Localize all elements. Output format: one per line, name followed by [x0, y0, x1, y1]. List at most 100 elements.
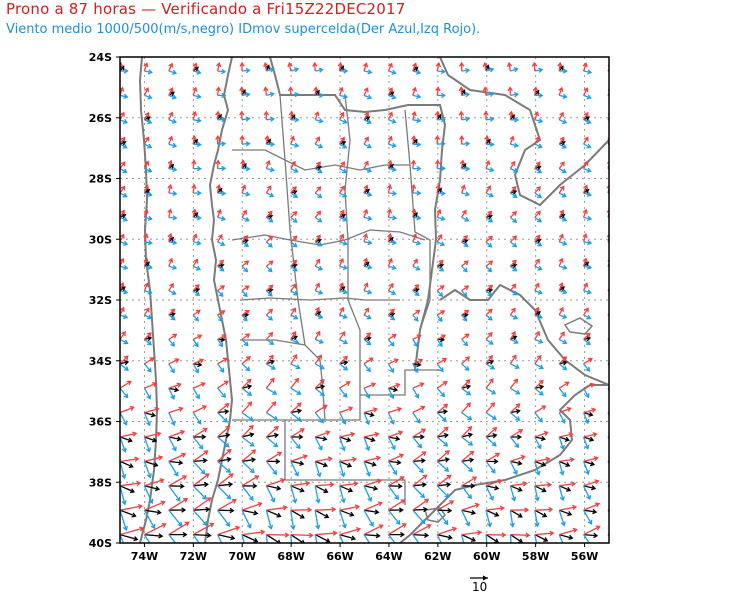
right-mover-vector	[583, 363, 590, 372]
right-mover-vector	[437, 216, 445, 220]
right-mover-vector	[241, 412, 254, 421]
mean-wind-vector	[485, 534, 499, 543]
left-mover-vector	[143, 258, 148, 267]
left-mover-vector-head	[143, 208, 149, 214]
right-mover-vector	[558, 363, 567, 371]
left-mover-vector-head	[387, 159, 393, 165]
right-mover-vector-head	[248, 495, 254, 501]
left-mover-vector-head	[435, 62, 441, 68]
left-mover-vector-head	[235, 525, 241, 531]
right-mover-vector	[485, 167, 494, 171]
right-mover-vector-head	[296, 390, 302, 395]
left-mover-vector	[265, 211, 273, 218]
left-mover-vector	[363, 357, 374, 365]
right-mover-vector-head	[560, 418, 566, 424]
mean-wind-vector-head	[193, 66, 199, 72]
left-mover-vector-head	[482, 61, 488, 67]
right-mover-vector-head	[219, 367, 225, 373]
mean-wind-vector-head	[120, 286, 126, 292]
left-mover-vector-head	[291, 160, 296, 166]
right-mover-vector-head	[343, 68, 349, 74]
left-mover-vector-head	[291, 283, 297, 289]
right-mover-vector	[338, 461, 345, 477]
right-mover-vector-head	[196, 69, 202, 75]
mean-wind-vector-head	[203, 481, 209, 488]
mean-wind-vector-head	[389, 91, 395, 97]
left-mover-vector-head	[339, 233, 345, 239]
mean-wind-vector-head	[566, 486, 572, 492]
left-mover-vector-head	[312, 61, 318, 67]
left-mover-vector-head	[244, 260, 250, 266]
right-mover-vector	[485, 363, 495, 370]
left-mover-vector	[607, 508, 609, 511]
left-mover-vector-head	[467, 425, 473, 431]
left-mover-vector	[534, 283, 540, 291]
right-mover-vector	[290, 68, 299, 72]
left-mover-vector-head	[245, 333, 251, 339]
right-mover-vector-head	[172, 239, 178, 246]
right-mover-vector	[534, 436, 542, 449]
left-mover-vector-head	[178, 406, 184, 412]
right-mover-vector-head	[223, 417, 228, 423]
right-mover-vector	[339, 289, 347, 294]
mean-wind-vector	[290, 485, 304, 492]
left-mover-vector	[363, 112, 369, 121]
left-mover-vector	[339, 112, 345, 121]
left-mover-vector	[583, 408, 596, 414]
right-mover-vector	[314, 265, 323, 271]
left-mover-vector-head	[216, 62, 222, 68]
left-mover-vector-head	[374, 431, 380, 438]
right-mover-vector	[290, 290, 298, 296]
left-mover-vector	[265, 236, 273, 243]
right-mover-vector-head	[272, 469, 278, 475]
left-mover-vector-head	[197, 334, 203, 340]
right-mover-vector-head	[342, 289, 348, 295]
left-mover-vector-head	[248, 424, 254, 430]
mean-wind-vector	[168, 387, 179, 391]
right-mover-vector-head	[317, 168, 323, 174]
right-mover-vector-head	[420, 519, 426, 525]
mean-wind-vector	[339, 485, 353, 492]
right-mover-vector-head	[146, 394, 152, 400]
mean-wind-vector-head	[121, 213, 127, 219]
right-mover-vector-head	[562, 264, 568, 270]
mean-wind-vector-head	[446, 482, 452, 488]
mean-wind-vector-head	[276, 539, 281, 543]
left-mover-vector	[290, 260, 297, 267]
left-mover-vector	[290, 482, 310, 487]
left-mover-vector-head	[462, 209, 467, 215]
right-mover-vector-head	[390, 445, 396, 451]
mean-wind-vector-head	[292, 262, 298, 269]
left-mover-vector-head	[201, 405, 207, 410]
left-mover-vector	[241, 285, 250, 292]
right-mover-vector-head	[467, 494, 472, 500]
right-mover-vector-head	[612, 191, 616, 195]
right-mover-vector-head	[220, 215, 227, 222]
left-mover-vector-head	[143, 184, 149, 190]
mean-wind-vector-head	[169, 163, 175, 169]
left-mover-vector	[120, 161, 126, 169]
mean-wind-vector	[266, 509, 281, 517]
right-mover-vector	[217, 70, 226, 73]
left-mover-vector	[388, 383, 400, 389]
mean-wind-vector-head	[316, 165, 322, 171]
right-mover-vector-head	[267, 524, 274, 530]
mean-wind-vector-head	[241, 163, 247, 169]
right-mover-vector-head	[224, 442, 230, 448]
right-mover-vector-head	[293, 290, 299, 296]
right-mover-vector	[217, 460, 231, 473]
right-mover-vector-head	[340, 446, 346, 452]
right-mover-vector-head	[171, 446, 177, 452]
right-mover-vector-head	[273, 415, 279, 421]
mean-wind-vector-head	[217, 113, 222, 119]
left-mover-vector	[241, 210, 247, 218]
right-mover-vector	[192, 509, 208, 526]
mean-wind-vector-head	[447, 507, 453, 514]
right-mover-vector-head	[391, 142, 397, 148]
mean-wind-vector	[168, 485, 184, 487]
left-mover-vector	[314, 186, 322, 194]
right-mover-vector	[510, 290, 518, 296]
right-mover-vector	[241, 290, 248, 297]
right-mover-vector-head	[586, 119, 592, 125]
mean-wind-vector-head	[193, 212, 199, 218]
